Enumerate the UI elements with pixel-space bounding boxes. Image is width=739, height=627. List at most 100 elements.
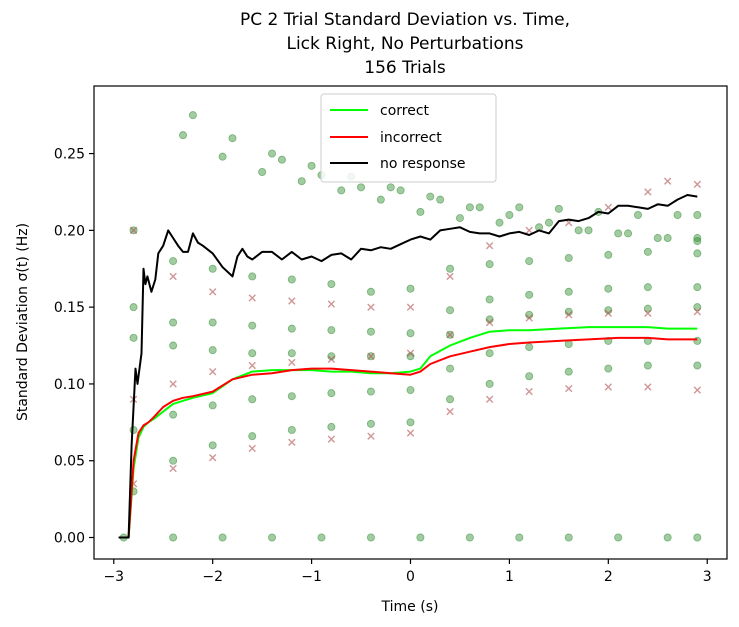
incorrect-trial-point [446, 272, 454, 281]
correct-trial-point [446, 364, 455, 373]
correct-trial-point [485, 349, 494, 358]
correct-trial-point [277, 155, 286, 164]
incorrect-trial-point [248, 444, 256, 453]
incorrect-trial-point [565, 311, 573, 319]
correct-trial-point [643, 361, 652, 370]
correct-trial-point [564, 533, 573, 542]
x-tick-label: −1 [301, 569, 322, 585]
incorrect-trial-point [208, 453, 217, 462]
correct-trial-point [287, 324, 296, 333]
correct-trial-point [248, 395, 257, 404]
correct-trial-point [475, 203, 484, 212]
correct-trial-point [426, 192, 435, 201]
mean-line-no-response [118, 194, 698, 539]
correct-trial-point [169, 341, 178, 350]
incorrect-trial-point [485, 395, 494, 403]
correct-trial-point [624, 229, 633, 238]
x-axis-label: Time (s) [381, 599, 439, 615]
correct-trial-point [693, 210, 702, 219]
correct-trial-point [129, 303, 138, 312]
correct-trial-point [416, 533, 425, 542]
correct-trial-point [327, 280, 336, 289]
incorrect-trial-point [367, 352, 375, 360]
correct-trial-point [268, 533, 277, 542]
correct-trial-point [446, 395, 455, 404]
correct-trial-point [564, 253, 573, 262]
incorrect-trial-point [169, 272, 177, 281]
correct-trial-point [268, 149, 277, 158]
correct-trial-point [446, 264, 455, 273]
correct-trial-point [366, 533, 375, 542]
incorrect-trial-point [485, 242, 494, 250]
incorrect-trial-point [169, 464, 177, 473]
correct-trial-point [515, 203, 524, 212]
x-tick-label: 1 [505, 569, 514, 585]
correct-trial-point [208, 318, 217, 327]
incorrect-trial-point [644, 188, 652, 196]
correct-trial-point [633, 210, 642, 219]
correct-trial-point [169, 257, 178, 266]
correct-trial-point [564, 367, 573, 376]
correct-trial-point [673, 210, 682, 219]
correct-trial-point [525, 343, 534, 352]
y-tick-label: 0.15 [54, 300, 85, 316]
incorrect-trial-point [525, 387, 533, 396]
incorrect-trial-point [248, 361, 256, 370]
incorrect-trial-point [406, 349, 415, 357]
correct-trial-point [129, 333, 138, 342]
correct-trial-point [406, 386, 415, 395]
chart-title-line: 156 Trials [364, 58, 446, 78]
correct-trial-point [604, 284, 613, 293]
correct-trial-point [693, 303, 702, 312]
correct-trial-point [465, 203, 474, 212]
incorrect-trial-point [644, 309, 652, 317]
correct-trial-point [495, 218, 504, 227]
incorrect-trial-point [288, 358, 296, 367]
incorrect-trial-point [248, 294, 256, 302]
correct-trial-point [505, 210, 514, 219]
incorrect-trial-point [663, 177, 672, 185]
mean-lines [118, 194, 698, 539]
correct-trial-point [248, 349, 257, 358]
correct-trial-point [208, 401, 217, 410]
incorrect-trial-point [406, 429, 415, 437]
correct-trial-point [228, 134, 237, 143]
correct-trial-point [248, 321, 257, 330]
x-tick-label: 3 [703, 569, 712, 585]
correct-trial-point [376, 195, 385, 204]
correct-trial-point [396, 186, 405, 195]
incorrect-trial-point [604, 203, 613, 212]
correct-trial-point [179, 131, 188, 140]
y-tick-label: 0.05 [54, 454, 85, 470]
correct-trial-point [693, 533, 702, 542]
y-tick-label: 0.10 [54, 377, 85, 393]
x-tick-label: −3 [103, 569, 124, 585]
incorrect-trial-point [644, 383, 652, 391]
correct-trial-point [327, 326, 336, 335]
correct-trial-point [446, 306, 455, 315]
chart-title-line: Lick Right, No Perturbations [286, 34, 523, 54]
incorrect-trial-point [693, 386, 702, 394]
chart-title-line: PC 2 Trial Standard Deviation vs. Time, [240, 10, 570, 30]
correct-trial-point [169, 533, 178, 542]
x-tick-label: 2 [604, 569, 613, 585]
correct-trial-point [485, 379, 494, 388]
y-axis-label: Standard Deviation σ(t) (Hz) [15, 223, 31, 421]
correct-trial-point [693, 237, 702, 246]
correct-trial-point [643, 283, 652, 292]
mean-line-incorrect [118, 336, 698, 539]
correct-trial-point [554, 204, 563, 213]
correct-trial-point [129, 425, 138, 434]
correct-trial-point [643, 247, 652, 256]
correct-trial-point [258, 167, 267, 176]
correct-trial-point [386, 183, 395, 192]
correct-trial-point [604, 364, 613, 373]
incorrect-trial-point [565, 384, 573, 393]
legend-label: correct [380, 103, 430, 119]
correct-trial-point [544, 218, 553, 227]
correct-trial-point [485, 260, 494, 269]
correct-trial-point [218, 533, 227, 542]
correct-trial-point [406, 329, 415, 338]
correct-trial-point [663, 234, 672, 243]
legend-label: incorrect [380, 130, 442, 146]
